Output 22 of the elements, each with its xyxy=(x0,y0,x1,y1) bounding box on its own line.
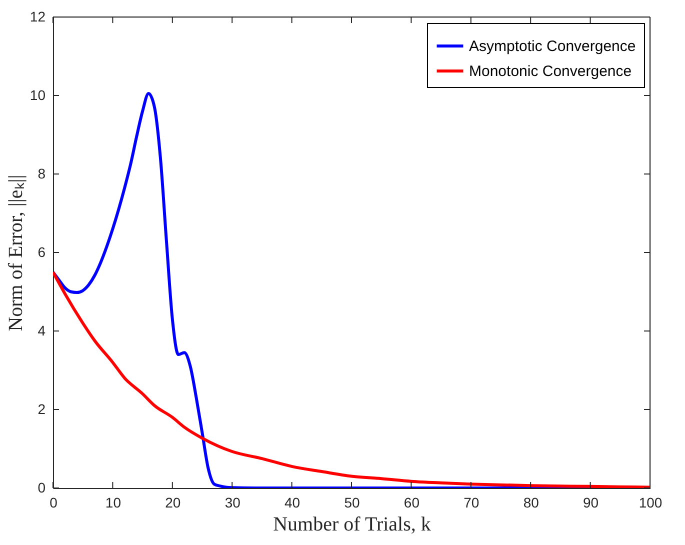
y-tick-label: 8 xyxy=(38,166,46,182)
x-tick-label: 70 xyxy=(464,494,480,510)
x-tick-label: 10 xyxy=(105,494,122,510)
x-tick-label: 90 xyxy=(583,494,599,510)
x-tick-label: 60 xyxy=(404,494,420,510)
legend-label: Monotonic Convergence xyxy=(469,63,632,80)
legend-label: Asymptotic Convergence xyxy=(469,38,636,55)
x-tick-label: 40 xyxy=(284,494,300,510)
x-tick-label: 80 xyxy=(523,494,540,510)
x-tick-label: 0 xyxy=(50,494,58,510)
y-tick-label: 10 xyxy=(30,87,46,103)
x-tick-label: 20 xyxy=(165,494,181,510)
x-axis-title: Number of Trials, k xyxy=(273,514,431,536)
y-tick-label: 6 xyxy=(38,244,46,260)
x-tick-label: 50 xyxy=(344,494,360,510)
x-tick-label: 100 xyxy=(638,494,662,510)
x-tick-label: 30 xyxy=(224,494,241,510)
y-tick-label: 12 xyxy=(30,8,46,24)
y-tick-label: 2 xyxy=(38,401,46,417)
y-axis-title: Norm of Error, ||eₖ|| xyxy=(4,174,27,332)
y-tick-label: 0 xyxy=(38,480,46,496)
y-tick-label: 4 xyxy=(38,322,46,338)
